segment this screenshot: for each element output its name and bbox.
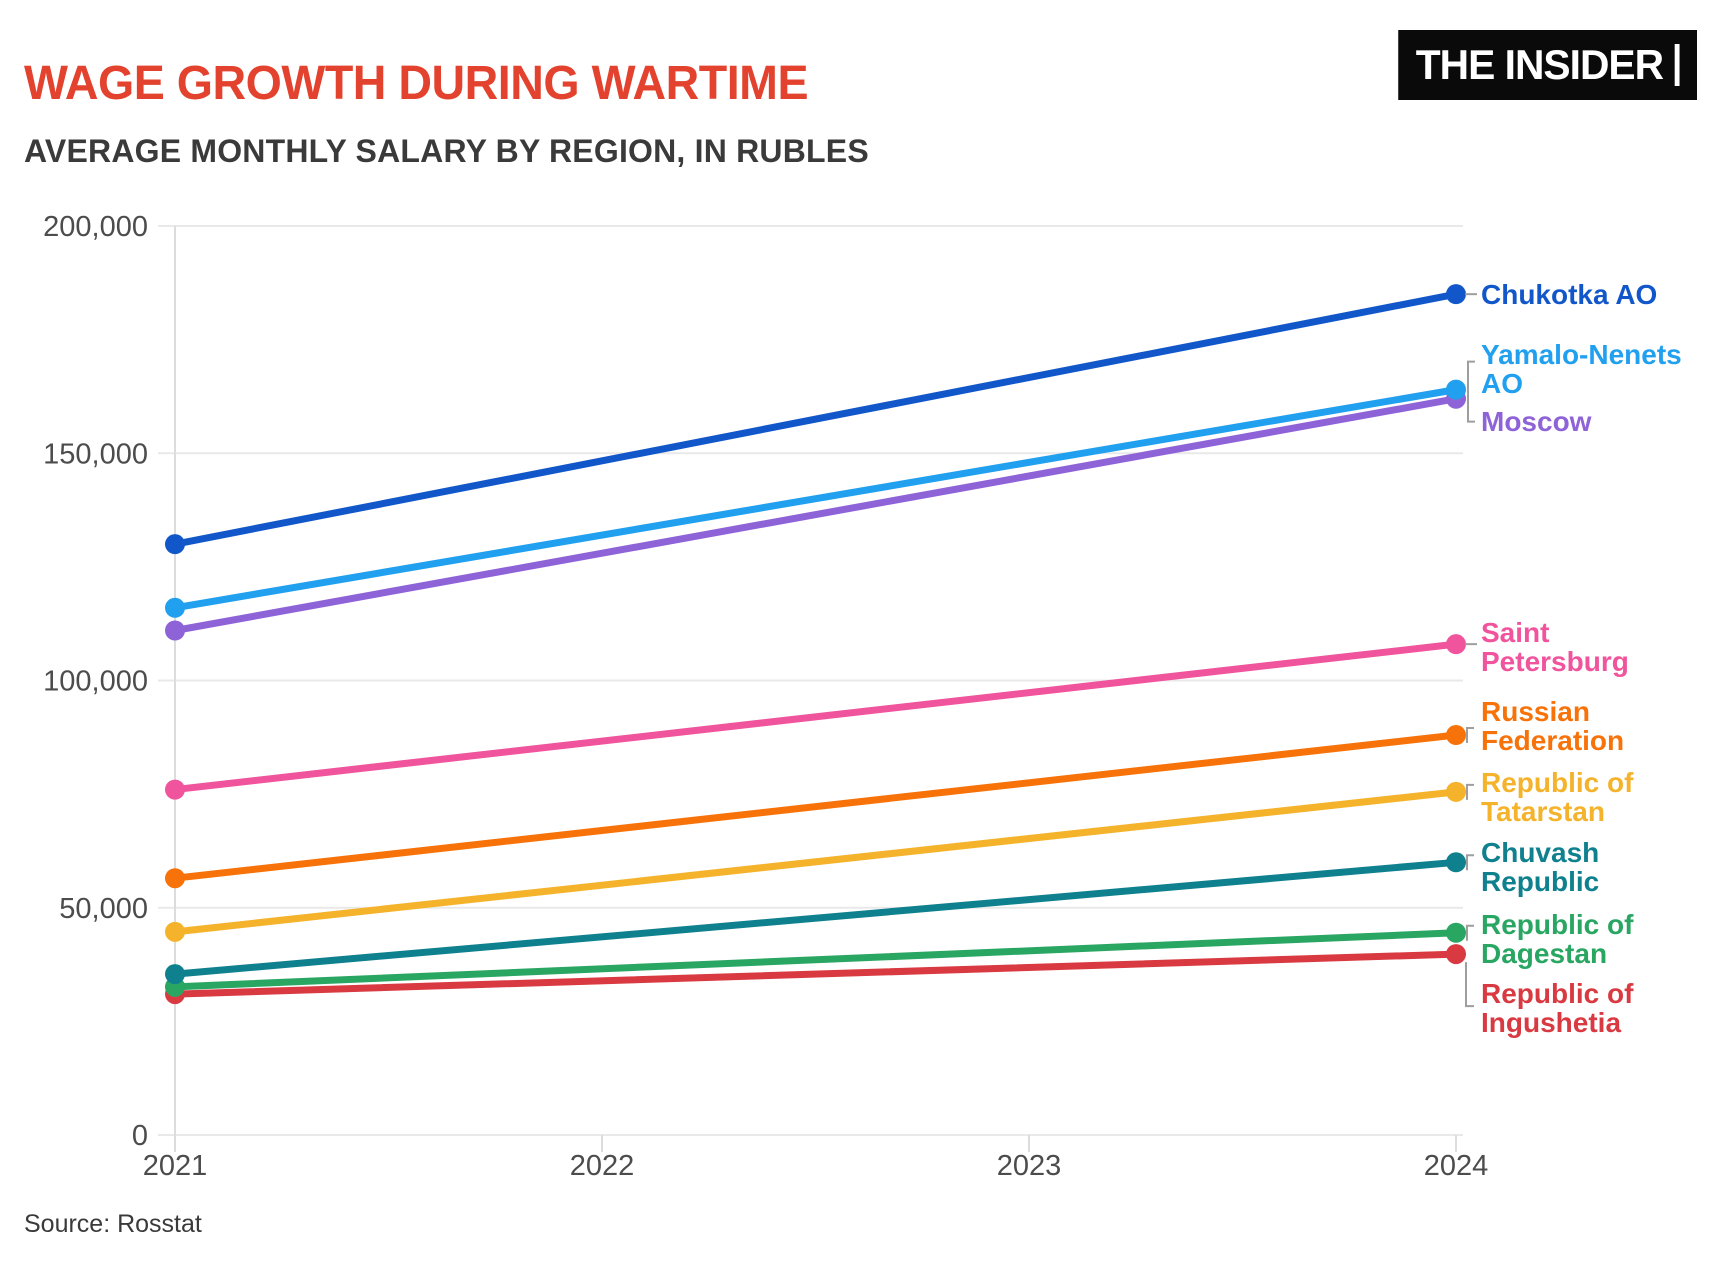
series-point-end (1446, 725, 1466, 746)
series-point-end (1446, 922, 1466, 943)
series-line (171, 950, 1460, 998)
series-line (171, 929, 1460, 991)
label-connector (1466, 924, 1474, 941)
label-connector (1467, 360, 1475, 423)
series-point-start (165, 921, 185, 942)
y-axis-label: 200,000 (43, 211, 148, 243)
x-axis-label: 2021 (143, 1150, 208, 1182)
label-connector (1466, 727, 1474, 744)
series-point-end (1446, 284, 1466, 305)
source-note: Source: Rosstat (24, 1210, 202, 1238)
chart-subtitle: AVERAGE MONTHLY SALARY BY REGION, IN RUB… (24, 132, 869, 169)
x-axis-label: 2022 (570, 1150, 635, 1182)
label-connector (1465, 962, 1474, 1008)
y-axis-label: 50,000 (59, 893, 148, 925)
label-connector (1466, 854, 1474, 871)
series-point-end (1446, 634, 1466, 655)
x-axis-label: 2023 (997, 1150, 1062, 1182)
logo: THE INSIDER (1398, 30, 1697, 100)
series-line (171, 386, 1460, 612)
logo-cursor-bar (1674, 44, 1680, 86)
y-axis-label: 150,000 (43, 438, 148, 470)
y-axis-label: 100,000 (43, 666, 148, 698)
series-line (171, 640, 1460, 794)
series-point-end (1446, 852, 1466, 873)
series-line (171, 731, 1460, 882)
x-axis-label: 2024 (1424, 1150, 1489, 1182)
y-axis-label: 0 (132, 1120, 148, 1152)
series-point-start (165, 868, 185, 889)
chart-title: WAGE GROWTH DURING WARTIME (24, 57, 809, 111)
series-line (171, 858, 1460, 978)
series-point-end (1446, 944, 1466, 965)
series-point-start (165, 534, 185, 555)
series-point-end (1446, 379, 1466, 400)
series-line (171, 788, 1460, 936)
series-point-start (165, 597, 185, 618)
series-point-end (1446, 781, 1466, 802)
series-line (171, 290, 1460, 548)
series-point-start (165, 620, 185, 641)
series-point-start (165, 964, 185, 985)
label-connector (1466, 783, 1474, 800)
series-point-start (165, 779, 185, 800)
logo-text: THE INSIDER (1415, 41, 1664, 88)
series-line (171, 395, 1460, 635)
